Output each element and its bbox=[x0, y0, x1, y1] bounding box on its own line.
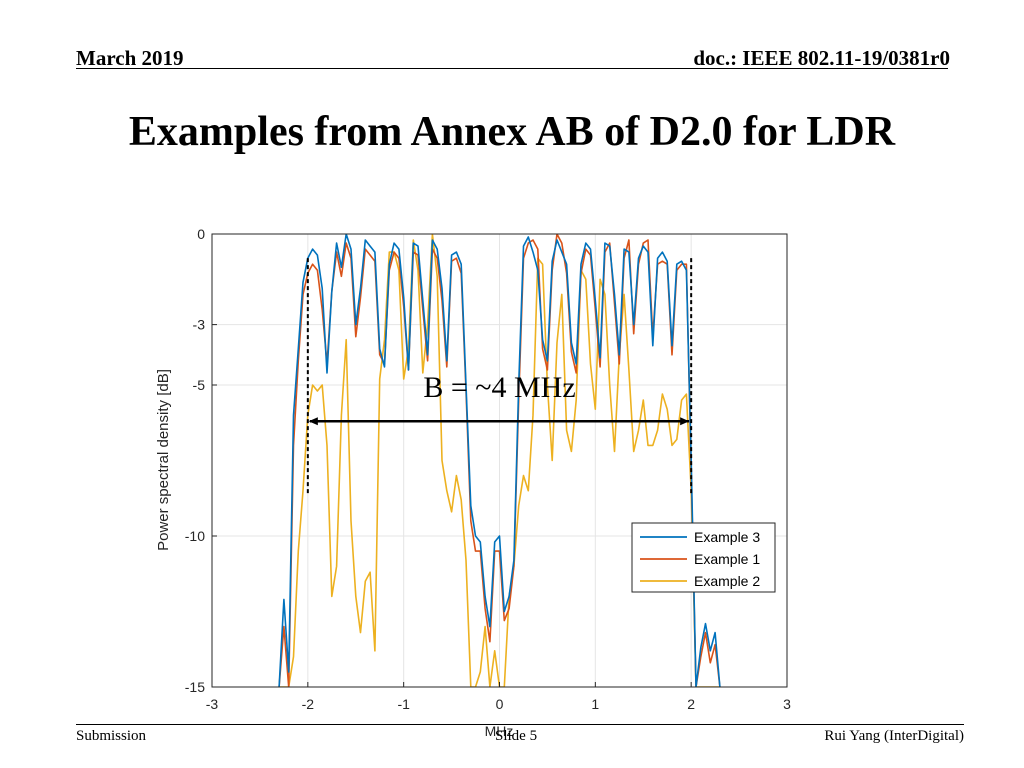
slide-title: Examples from Annex AB of D2.0 for LDR bbox=[128, 109, 896, 155]
x-tick-label: 1 bbox=[591, 696, 599, 712]
bandwidth-annotation: B = ~4 MHz bbox=[423, 371, 575, 404]
x-axis-label: MHz bbox=[485, 723, 514, 739]
legend-label: Example 1 bbox=[694, 551, 760, 567]
header-date: March 2019 bbox=[76, 46, 184, 70]
y-tick-label: 0 bbox=[197, 226, 205, 242]
y-tick-label: -10 bbox=[185, 528, 205, 544]
y-axis-label: Power spectral density [dB] bbox=[155, 369, 172, 551]
y-tick-label: -15 bbox=[185, 679, 205, 695]
series-line-example-2 bbox=[279, 234, 720, 687]
x-tick-label: -3 bbox=[206, 696, 219, 712]
header-doc-id: doc.: IEEE 802.11-19/0381r0 bbox=[693, 46, 950, 70]
legend-label: Example 2 bbox=[694, 573, 760, 589]
y-tick-label: -5 bbox=[193, 377, 206, 393]
y-tick-label: -3 bbox=[193, 317, 206, 333]
legend-label: Example 3 bbox=[694, 529, 760, 545]
x-tick-label: 0 bbox=[496, 696, 504, 712]
footer-submission: Submission bbox=[76, 728, 147, 744]
x-tick-label: -1 bbox=[397, 696, 410, 712]
series-line-example-3 bbox=[278, 234, 721, 687]
legend-box bbox=[631, 522, 776, 593]
x-tick-label: 2 bbox=[687, 696, 695, 712]
x-tick-label: -2 bbox=[302, 696, 315, 712]
footer-author: Rui Yang (InterDigital) bbox=[824, 728, 964, 744]
footer-slide-number: Slide 5 bbox=[495, 728, 538, 744]
x-tick-label: 3 bbox=[783, 696, 791, 712]
header-divider bbox=[76, 68, 948, 69]
footer-divider bbox=[76, 724, 964, 725]
